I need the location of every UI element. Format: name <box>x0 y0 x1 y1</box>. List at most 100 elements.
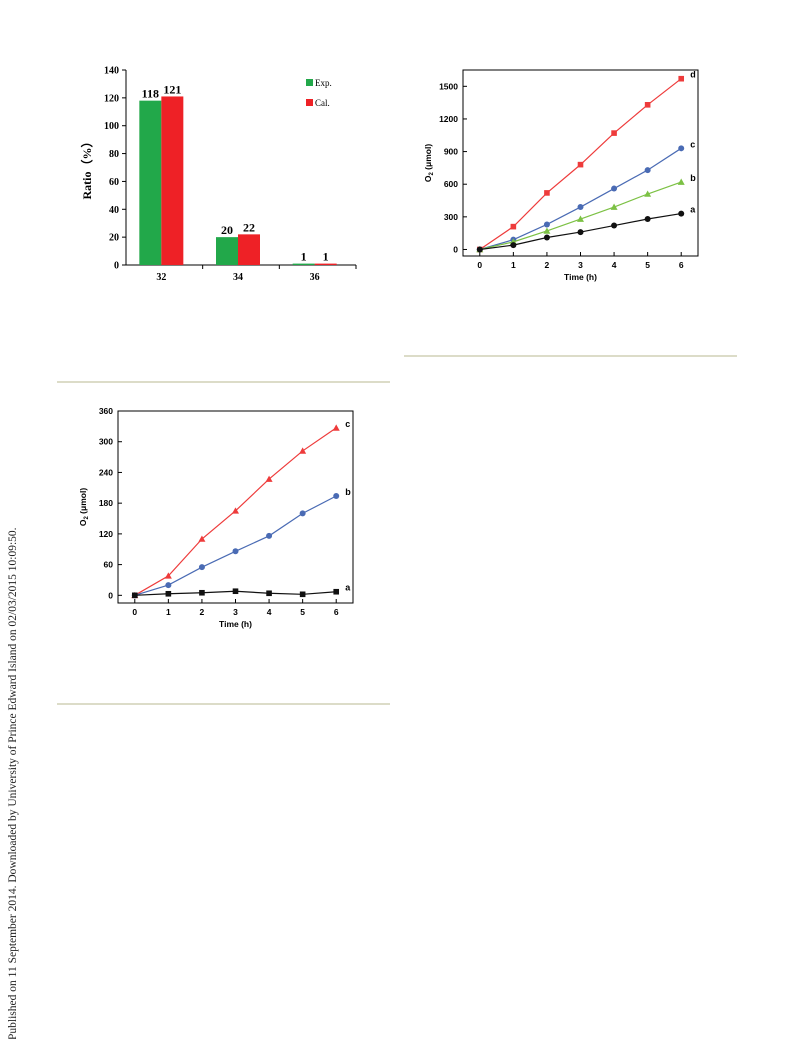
y-tick-label: 20 <box>109 233 119 244</box>
section-divider-right <box>404 355 737 357</box>
bar-data-label: 118 <box>142 87 159 101</box>
bar <box>314 263 337 265</box>
line-chart-top: 0 300 600 900 1200 1500 0 1 2 3 4 5 6 Time (h) O2 (μmo… <box>423 69 699 282</box>
data-point <box>611 222 618 229</box>
y-tick-label: 120 <box>99 529 113 539</box>
legend-swatch <box>306 79 313 86</box>
series-label: c <box>345 419 350 429</box>
series-label: a <box>345 583 351 593</box>
bar <box>139 100 162 265</box>
y-tick-label: 80 <box>109 149 119 160</box>
x-tick-label: 6 <box>334 607 339 617</box>
x-tick-label: 32 <box>156 272 166 283</box>
data-point <box>611 185 618 192</box>
y-axis-label: O2 (μmol) <box>78 488 90 526</box>
data-point <box>232 507 239 514</box>
bar-data-label: 1 <box>301 250 307 264</box>
x-tick-label: 0 <box>477 260 482 270</box>
data-point <box>232 548 239 555</box>
data-point <box>510 242 517 249</box>
y-tick-label: 0 <box>108 590 113 600</box>
data-point <box>266 590 272 597</box>
y-axis-label: Ratio（%） <box>80 136 94 200</box>
x-tick-label: 2 <box>200 607 205 617</box>
y-axis-label: O2 (μmol) <box>423 144 435 182</box>
data-point <box>577 215 584 222</box>
data-point <box>266 532 273 539</box>
x-axis-label: Time (h) <box>219 619 252 629</box>
data-point <box>299 447 307 454</box>
data-point <box>678 210 685 217</box>
bar-data-label: 1 <box>323 250 329 264</box>
data-point <box>164 572 172 579</box>
x-tick-label: 5 <box>300 607 305 617</box>
data-point <box>544 190 550 196</box>
y-tick-label: 60 <box>109 177 119 188</box>
data-point <box>333 588 340 595</box>
data-point <box>299 591 306 598</box>
data-point <box>644 102 651 108</box>
data-point <box>644 167 651 174</box>
x-axis-label: Time (h) <box>564 272 597 282</box>
x-tick-label: 5 <box>645 260 650 270</box>
y-tick-label: 600 <box>444 179 458 189</box>
x-tick-label: 4 <box>612 260 617 270</box>
data-point <box>577 204 584 211</box>
section-divider <box>57 381 390 383</box>
data-point <box>232 588 239 595</box>
data-point <box>476 246 483 253</box>
y-tick-label: 60 <box>104 560 114 570</box>
series-label: c <box>690 139 695 149</box>
data-point <box>510 223 517 230</box>
data-point <box>678 145 685 152</box>
x-tick-label: 6 <box>679 260 684 270</box>
data-point <box>678 75 685 82</box>
data-point <box>543 227 551 234</box>
series-label: b <box>690 173 696 183</box>
y-tick-label: 180 <box>99 498 113 508</box>
data-point <box>299 510 306 517</box>
bar <box>216 237 238 265</box>
y-tick-label: 360 <box>99 406 113 416</box>
bar-data-label: 22 <box>243 220 255 234</box>
data-point <box>131 592 138 599</box>
data-point <box>543 221 550 228</box>
series-label: a <box>690 205 696 215</box>
data-point <box>199 589 205 596</box>
y-tick-label: 1200 <box>439 114 458 124</box>
bar <box>161 96 184 265</box>
data-point <box>198 535 206 542</box>
section-divider-bottom <box>57 703 390 705</box>
data-point <box>610 203 618 210</box>
y-tick-label: 0 <box>114 261 119 272</box>
y-tick-label: 300 <box>99 437 113 447</box>
y-tick-label: 300 <box>444 212 458 222</box>
y-tick-label: 0 <box>453 244 458 254</box>
legend-swatch <box>306 99 313 106</box>
data-point <box>644 190 652 197</box>
bar-chart: 0 20 40 60 80 100 120 140 Ratio（%） 32 118 121 34 20 22… <box>80 66 357 283</box>
data-point <box>165 582 172 589</box>
data-point <box>611 130 617 136</box>
bar <box>238 234 260 265</box>
bar <box>292 263 315 265</box>
data-point <box>577 229 584 236</box>
data-point <box>677 178 685 185</box>
data-point <box>644 216 651 223</box>
data-point <box>543 234 550 241</box>
line-chart-bottom: 0 60 120 180 240 300 360 0 1 2 3 4 5 6 Time (h) O2 (μmo… <box>78 406 354 629</box>
y-tick-label: 240 <box>99 467 113 477</box>
y-tick-label: 1500 <box>439 81 458 91</box>
data-point <box>332 424 340 431</box>
margin-note-text: Published on 11 September 2014. Download… <box>7 527 19 1039</box>
data-point <box>333 492 340 499</box>
x-tick-label: 1 <box>511 260 516 270</box>
x-tick-label: 2 <box>545 260 550 270</box>
series-label: b <box>345 487 351 497</box>
data-point <box>265 475 273 482</box>
x-tick-label: 3 <box>233 607 238 617</box>
legend-label: Cal. <box>315 98 330 108</box>
bar-data-label: 20 <box>221 223 233 237</box>
x-tick-label: 3 <box>578 260 583 270</box>
data-point <box>198 564 205 571</box>
